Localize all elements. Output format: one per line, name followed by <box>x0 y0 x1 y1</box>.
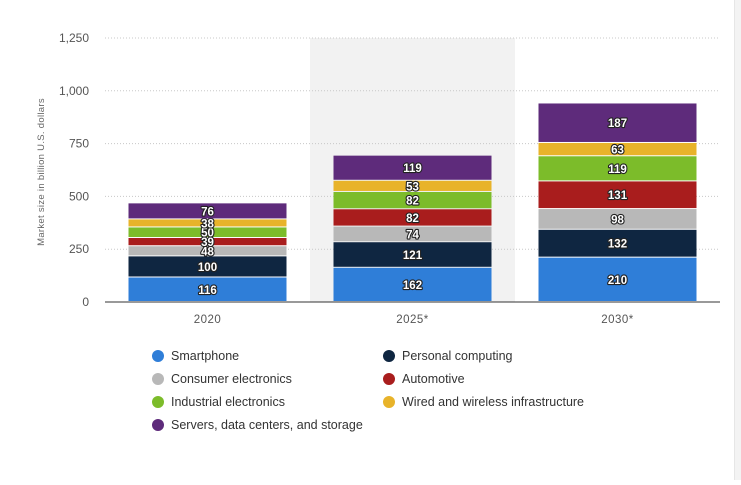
bar-segment[interactable] <box>128 203 287 219</box>
bar-segment[interactable] <box>333 191 492 209</box>
y-tick-label: 1,000 <box>59 84 89 98</box>
x-axis: 2020 2025* 2030* <box>194 314 634 326</box>
bar-segment[interactable] <box>333 226 492 242</box>
legend-marker <box>383 396 395 408</box>
data-label: 132 <box>608 239 627 251</box>
legend-marker <box>152 419 164 431</box>
bar-segment[interactable] <box>333 242 492 267</box>
legend-label: Personal computing <box>402 349 513 363</box>
scrollbar[interactable] <box>734 0 741 480</box>
data-label: 50 <box>201 228 214 240</box>
data-label: 119 <box>403 163 422 175</box>
data-label: 82 <box>406 213 419 225</box>
legend-label: Servers, data centers, and storage <box>171 418 363 432</box>
y-tick-label: 750 <box>69 137 89 151</box>
bar-segment[interactable] <box>538 156 697 181</box>
bar-segment[interactable] <box>538 103 697 142</box>
legend-marker <box>152 373 164 385</box>
y-tick-label: 250 <box>69 242 89 256</box>
data-label: 38 <box>201 218 214 230</box>
data-label: 53 <box>406 181 419 193</box>
data-label: 119 <box>608 164 627 176</box>
legend-label: Smartphone <box>171 349 240 363</box>
data-label: 39 <box>201 237 214 249</box>
bar-segment[interactable] <box>333 180 492 191</box>
bar-segment[interactable] <box>128 277 287 301</box>
legend-label: Consumer electronics <box>171 372 292 386</box>
data-label: 100 <box>198 262 217 274</box>
legend-marker <box>152 350 164 362</box>
bar-segment[interactable] <box>128 256 287 277</box>
bar-segment[interactable] <box>128 227 287 238</box>
legend-label: Automotive <box>402 372 465 386</box>
data-label: 74 <box>406 229 419 241</box>
bar-segment[interactable] <box>128 246 287 256</box>
legend-label: Industrial electronics <box>171 395 285 409</box>
legend-label: Wired and wireless infrastructure <box>402 395 585 409</box>
data-label: 48 <box>201 246 214 258</box>
data-label: 210 <box>608 275 627 287</box>
data-label: 63 <box>611 145 624 157</box>
bar-segment[interactable] <box>538 257 697 301</box>
bar-segment[interactable] <box>333 267 492 301</box>
data-label: 187 <box>608 118 627 130</box>
data-label: 82 <box>406 196 419 208</box>
legend-marker <box>152 396 164 408</box>
data-label: 131 <box>608 190 628 202</box>
bar-segment[interactable] <box>333 155 492 180</box>
bar-segment[interactable] <box>538 229 697 257</box>
legend-marker <box>383 373 395 385</box>
y-axis: 0 250 500 750 1,000 1,250 <box>59 31 89 309</box>
x-tick-label: 2020 <box>194 314 222 326</box>
legend-marker <box>383 350 395 362</box>
bar-segment[interactable] <box>333 209 492 226</box>
y-tick-label: 500 <box>69 189 89 203</box>
data-label: 116 <box>198 285 217 297</box>
bar-segment[interactable] <box>128 238 287 246</box>
data-label: 98 <box>611 214 624 226</box>
bar-segment[interactable] <box>538 181 697 209</box>
bar-segment[interactable] <box>538 142 697 156</box>
bar-segment[interactable] <box>538 209 697 229</box>
x-tick-label: 2025* <box>396 314 429 326</box>
y-tick-label: 1,250 <box>59 31 89 45</box>
data-label: 121 <box>403 250 423 262</box>
x-tick-label: 2030* <box>601 314 634 326</box>
bar-segment[interactable] <box>128 219 287 227</box>
data-label: 162 <box>403 280 422 292</box>
y-axis-label: Market size in billion U.S. dollars <box>36 98 47 246</box>
y-tick-label: 0 <box>82 295 89 309</box>
data-label: 76 <box>201 206 214 218</box>
